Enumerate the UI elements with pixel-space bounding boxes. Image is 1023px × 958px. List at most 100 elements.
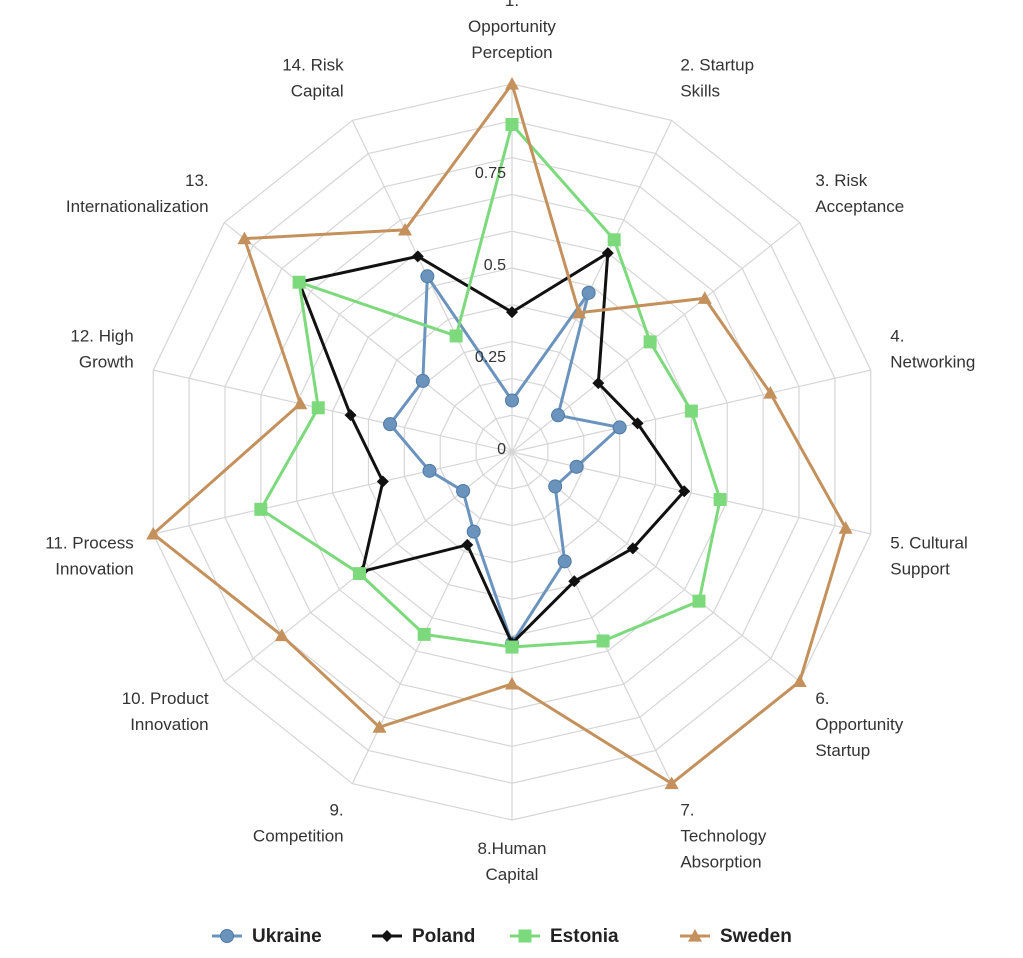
data-point-poland: [344, 409, 357, 422]
series-ukraine: [383, 269, 627, 651]
data-point-sweden: [293, 396, 308, 410]
series-line-ukraine: [388, 271, 623, 647]
grid-spoke: [351, 120, 513, 453]
data-point-sweden: [838, 521, 853, 534]
tick-label-layer: 0 0.25 0.5 0.75: [475, 165, 506, 458]
axis-label-4: 4. Networking: [890, 327, 975, 372]
data-point-ukraine: [420, 269, 435, 284]
data-point-poland: [592, 377, 605, 390]
grid-spoke: [223, 451, 513, 682]
data-point-poland: [411, 250, 424, 263]
axis-label-layer: 1. Opportunity Perception 2. Startup Skills 3…: [45, 0, 975, 884]
grid-spoke: [153, 451, 513, 535]
data-point-ukraine: [422, 463, 437, 478]
legend-label-sweden: Sweden: [720, 926, 792, 947]
axis-label-line: Absorption: [680, 853, 761, 872]
data-point-sweden: [697, 291, 712, 304]
data-point-poland: [376, 475, 389, 488]
data-point-poland: [631, 417, 644, 430]
axis-label-3: 3. Risk Acceptance: [815, 171, 904, 216]
data-point-ukraine: [581, 285, 596, 300]
data-point-estonia: [353, 567, 367, 581]
axis-label-line: Internationalization: [66, 197, 209, 216]
data-point-sweden: [274, 628, 289, 642]
axis-label-line: Competition: [253, 827, 344, 846]
data-point-sweden: [505, 77, 519, 90]
axis-label-9: 9. Competition: [253, 801, 344, 846]
data-point-estonia: [596, 634, 610, 648]
data-point-estonia: [684, 404, 698, 418]
data-point-sweden: [572, 305, 587, 319]
data-point-ukraine: [548, 479, 563, 494]
axis-label-line: 4.: [890, 327, 904, 346]
data-point-sweden: [763, 386, 778, 399]
data-point-ukraine: [505, 393, 519, 408]
axis-label-line: Opportunity: [815, 715, 903, 734]
axis-label-line: 14. Risk: [282, 55, 344, 74]
axis-label-line: 7.: [680, 801, 694, 820]
data-point-sweden: [398, 222, 413, 236]
axis-label-10: 10. Product Innovation: [122, 689, 209, 734]
data-point-estonia: [607, 233, 621, 247]
legend-item-ukraine: Ukraine: [212, 926, 322, 947]
legend-item-poland: Poland: [372, 926, 475, 947]
axis-label-12: 12. High Growth: [70, 327, 133, 372]
axis-label-line: Perception: [471, 43, 552, 62]
axis-label-line: 5. Cultural: [890, 533, 967, 552]
axis-label-13: 13. Internationalization: [66, 171, 209, 216]
axis-label-line: 8.Human: [478, 839, 547, 858]
data-point-sweden: [146, 526, 161, 540]
axis-label-1: 1. Opportunity Perception: [468, 0, 556, 62]
data-point-ukraine: [466, 524, 481, 539]
axis-label-line: 1.: [505, 0, 519, 10]
legend-marker-estonia: [518, 929, 532, 943]
data-point-estonia: [254, 502, 268, 516]
series-layer: [146, 77, 853, 790]
axis-label-line: Skills: [680, 81, 720, 100]
axis-label-line: 12. High: [70, 327, 133, 346]
axis-label-11: 11. Process Innovation: [45, 533, 134, 578]
axis-label-line: 13.: [185, 171, 209, 190]
legend-label-estonia: Estonia: [550, 926, 619, 947]
axis-label-line: Innovation: [55, 559, 133, 578]
axis-label-line: Acceptance: [815, 197, 904, 216]
axis-label-2: 2. Startup Skills: [680, 55, 754, 100]
grid-spoke: [511, 451, 673, 784]
data-point-estonia: [692, 594, 706, 608]
series-sweden: [146, 77, 853, 790]
axis-label-line: Capital: [291, 81, 344, 100]
data-point-poland: [461, 538, 474, 551]
data-point-sweden: [372, 720, 387, 733]
data-point-ukraine: [612, 420, 627, 435]
legend-marker-ukraine: [220, 929, 234, 943]
axis-label-6: 6. Opportunity Startup: [815, 689, 903, 760]
axis-label-line: Networking: [890, 353, 975, 372]
data-point-ukraine: [557, 554, 572, 569]
data-point-ukraine: [551, 408, 566, 423]
data-point-sweden: [237, 231, 252, 245]
legend-label-poland: Poland: [412, 926, 475, 947]
data-point-estonia: [505, 640, 519, 654]
axis-label-line: Support: [890, 559, 950, 578]
axis-label-line: 3. Risk: [815, 171, 867, 190]
data-point-estonia: [449, 329, 463, 343]
axis-label-line: Technology: [680, 827, 767, 846]
axis-label-line: 6.: [815, 689, 829, 708]
axis-label-line: 2. Startup: [680, 55, 754, 74]
axis-label-line: Startup: [815, 741, 870, 760]
data-point-ukraine: [415, 373, 430, 388]
axis-label-line: 10. Product: [122, 689, 209, 708]
data-point-poland: [568, 575, 581, 588]
legend-item-sweden: Sweden: [680, 926, 792, 947]
data-point-poland: [678, 485, 691, 498]
series-estonia: [254, 117, 727, 654]
legend-marker-poland: [381, 930, 393, 942]
data-point-estonia: [643, 335, 657, 349]
data-point-sweden: [664, 776, 679, 790]
grid-spoke: [511, 120, 673, 453]
tick-label: 0: [497, 441, 506, 458]
axis-label-line: 11. Process: [45, 533, 134, 552]
axis-label-14: 14. Risk Capital: [282, 55, 344, 100]
